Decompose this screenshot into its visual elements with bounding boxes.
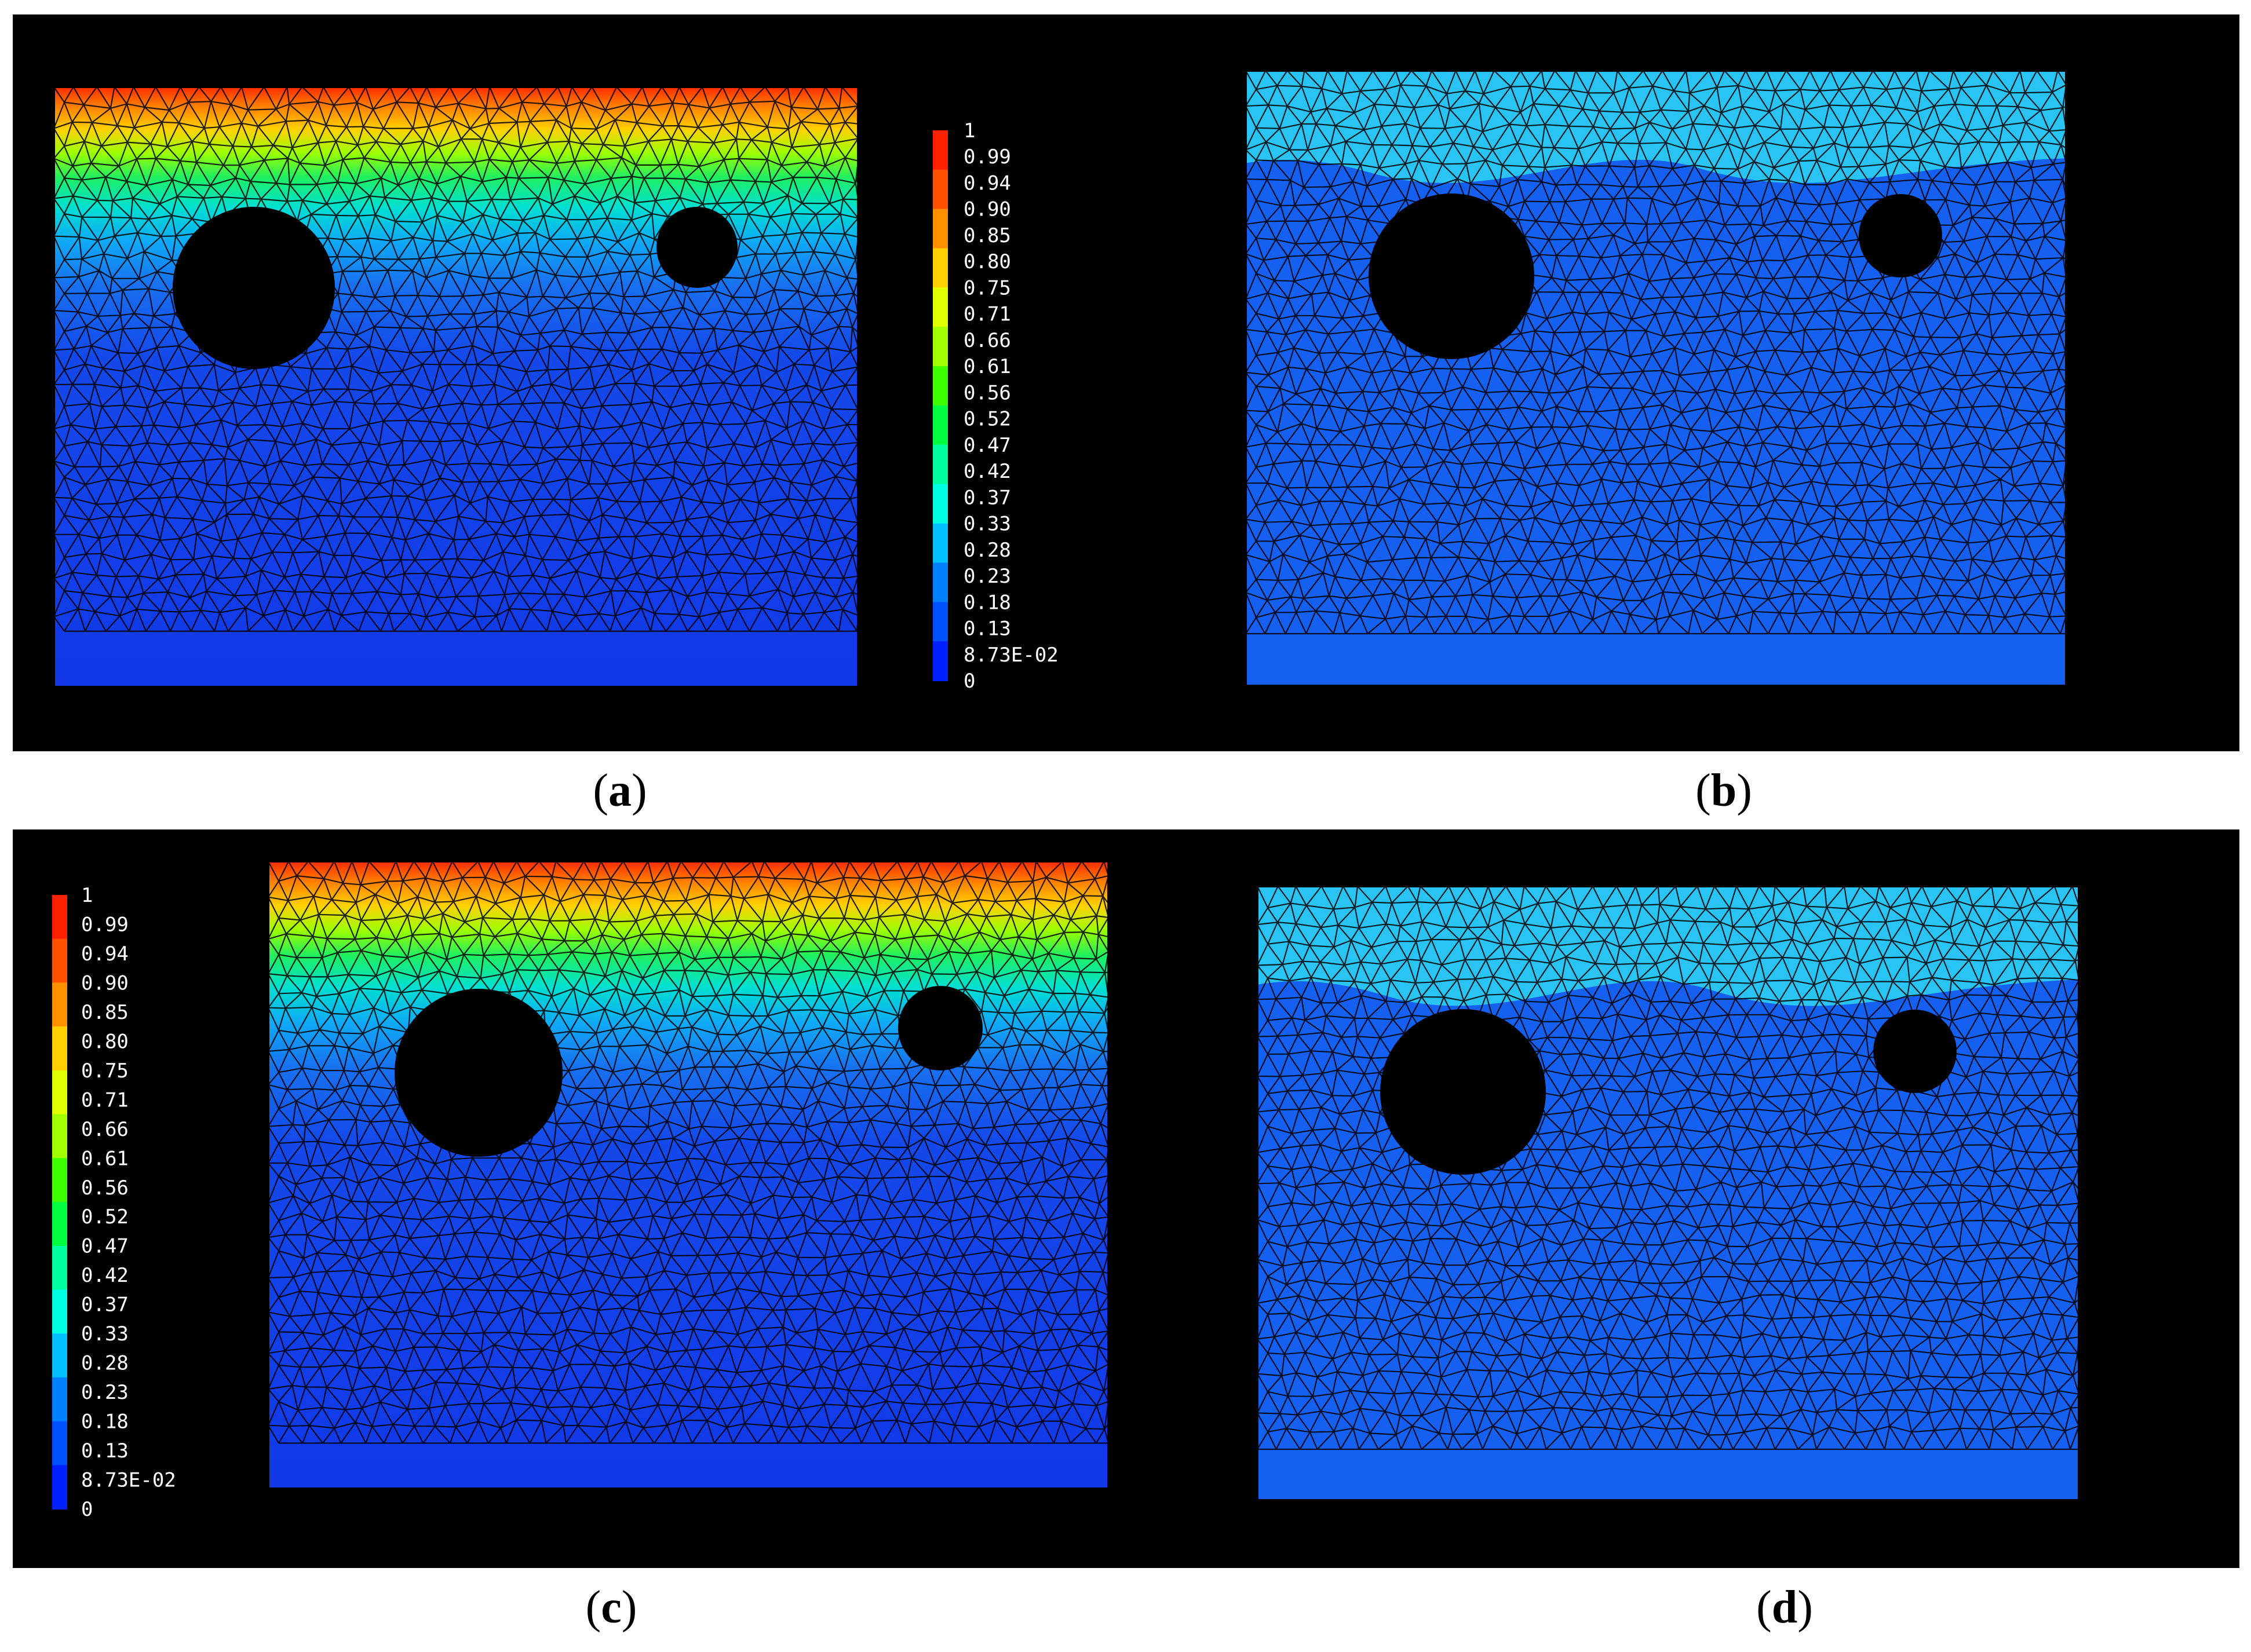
- colorbar-tick-label: 0.56: [964, 381, 1011, 404]
- large-hole: [395, 989, 563, 1157]
- domain-border: [1246, 71, 2066, 686]
- colorbar-segment: [933, 366, 948, 406]
- colorbar-tick-label: 0.99: [964, 145, 1011, 169]
- colorbar-segment: [52, 1026, 67, 1071]
- colorbar-tick-label: 1: [81, 884, 93, 907]
- colorbar-tick-label: 1: [964, 119, 975, 142]
- colorbar-segment: [933, 641, 948, 681]
- colorbar-segment: [933, 484, 948, 524]
- colorbar-tick-label: 0.90: [81, 971, 129, 995]
- colorbar-segment: [933, 209, 948, 249]
- colorbar-segment: [933, 287, 948, 328]
- colorbar-tick-label: 0.66: [964, 329, 1011, 352]
- colorbar-legend-a: 1 0.990.94 0.90 0.85 0.80 0.75 0.71 0.66 0.61 0.5…: [933, 119, 1059, 693]
- colorbar-segment: [52, 1158, 67, 1203]
- colorbar-segment: [933, 169, 948, 210]
- mesh-panel-b: [1246, 71, 2066, 686]
- mesh-panel-a: [54, 87, 858, 687]
- colorbar-tick-label: 0.71: [964, 303, 1011, 326]
- colorbar-tick-label: 0.47: [81, 1235, 129, 1258]
- domain-border: [268, 861, 1108, 1489]
- colorbar-tick-label: 0.66: [81, 1118, 129, 1141]
- colorbar-segment: [933, 248, 948, 288]
- colorbar-segment: [52, 982, 67, 1028]
- colorbar-tick-label: 0.85: [81, 1001, 129, 1024]
- large-hole: [1380, 1009, 1546, 1175]
- colorbar-tick-label: 0.61: [964, 355, 1011, 378]
- colorbar-segment: [933, 405, 948, 445]
- colorbar-segment: [52, 1114, 67, 1159]
- colorbar-tick-label: 0.28: [81, 1352, 129, 1375]
- colorbar-tick-label: 0.13: [964, 617, 1011, 641]
- colorbar-tick-label: 0.33: [964, 513, 1011, 536]
- colorbar-segment: [933, 444, 948, 485]
- colorbar-tick-label: 0.18: [964, 591, 1011, 614]
- domain-border: [1257, 886, 2079, 1500]
- colorbar-segment: [52, 1421, 67, 1466]
- colorbar-tick-label: 0.52: [964, 408, 1011, 431]
- colorbar-segment: [52, 1465, 67, 1510]
- colorbar-tick-label: 0.85: [964, 224, 1011, 247]
- colorbar-tick-label: 0.42: [964, 460, 1011, 483]
- colorbar-tick-label: 0: [81, 1498, 93, 1521]
- field-upper-band: [1246, 71, 2066, 184]
- colorbar-segment: [933, 562, 948, 603]
- colorbar-segment: [52, 938, 67, 984]
- colorbar-tick-label: 0.42: [81, 1264, 129, 1287]
- colorbar-legend-c: 1 0.99 0.94 0.90 0.85 0.80 0.75 0.71 0.66 0.61 0.5…: [52, 884, 176, 1521]
- colorbar-tick-label: 0.52: [81, 1205, 129, 1229]
- colorbar-tick-label: 0: [964, 670, 975, 693]
- colorbar-tick-label: 0.28: [964, 539, 1011, 562]
- colorbar-tick-label: 0.94: [81, 942, 129, 966]
- colorbar-tick-label: 0.23: [964, 565, 1011, 588]
- colorbar-tick-label: 0.99: [81, 913, 129, 936]
- mesh-lines: [268, 861, 1108, 1444]
- colorbar-tick-label: 0.94: [964, 171, 1011, 195]
- small-hole: [656, 207, 738, 288]
- colorbar-tick-label: 8.73E-02: [81, 1469, 176, 1492]
- colorbar-tick-label: 0.61: [81, 1147, 129, 1170]
- colorbar-segment: [933, 327, 948, 367]
- colorbar-tick-label: 0.75: [964, 276, 1011, 299]
- mesh-panel-d: [1257, 886, 2079, 1500]
- colorbar-segment: [52, 1202, 67, 1247]
- colorbar-tick-label: 0.37: [964, 486, 1011, 509]
- colorbar-segment: [52, 1070, 67, 1115]
- mesh-panel-c: [268, 861, 1108, 1489]
- colorbar-tick-label: 0.71: [81, 1088, 129, 1112]
- colorbar-segment: [52, 1377, 67, 1422]
- colorbar-tick-label: 0.23: [81, 1381, 129, 1404]
- colorbar-segment: [52, 895, 67, 940]
- colorbar-tick-label: 0.47: [964, 434, 1011, 457]
- large-hole: [1369, 193, 1534, 359]
- colorbar-segment: [933, 523, 948, 564]
- caption-a: (a): [593, 765, 647, 816]
- colorbar-tick-label: 0.90: [964, 198, 1011, 221]
- colorbar-segment: [52, 1289, 67, 1335]
- large-hole: [173, 207, 335, 369]
- colorbar-tick-label: 0.75: [81, 1059, 129, 1083]
- caption-b: (b): [1695, 765, 1752, 816]
- domain-border: [54, 87, 858, 687]
- colorbar-segment: [52, 1333, 67, 1378]
- field-fill: [268, 861, 1108, 1489]
- colorbar-segment: [52, 1245, 67, 1291]
- small-hole: [1859, 194, 1942, 277]
- colorbar-tick-label: 0.13: [81, 1439, 129, 1463]
- colorbar-tick-label: 0.80: [81, 1030, 129, 1053]
- colorbar-tick-label: 8.73E-02: [964, 644, 1059, 667]
- colorbar-segment: [933, 602, 948, 642]
- colorbar-tick-label: 0.80: [964, 250, 1011, 273]
- caption-d: (d): [1756, 1582, 1813, 1633]
- colorbar-tick-label: 0.33: [81, 1322, 129, 1346]
- small-hole: [898, 986, 983, 1070]
- colorbar-tick-label: 0.18: [81, 1410, 129, 1434]
- caption-c: (c): [585, 1582, 637, 1633]
- colorbar-tick-label: 0.37: [81, 1293, 129, 1317]
- colorbar-segment: [933, 130, 948, 170]
- colorbar-tick-label: 0.56: [81, 1176, 129, 1200]
- mesh-lines: [1257, 886, 2079, 1450]
- mesh-lines: [1246, 71, 2066, 635]
- small-hole: [1873, 1010, 1957, 1093]
